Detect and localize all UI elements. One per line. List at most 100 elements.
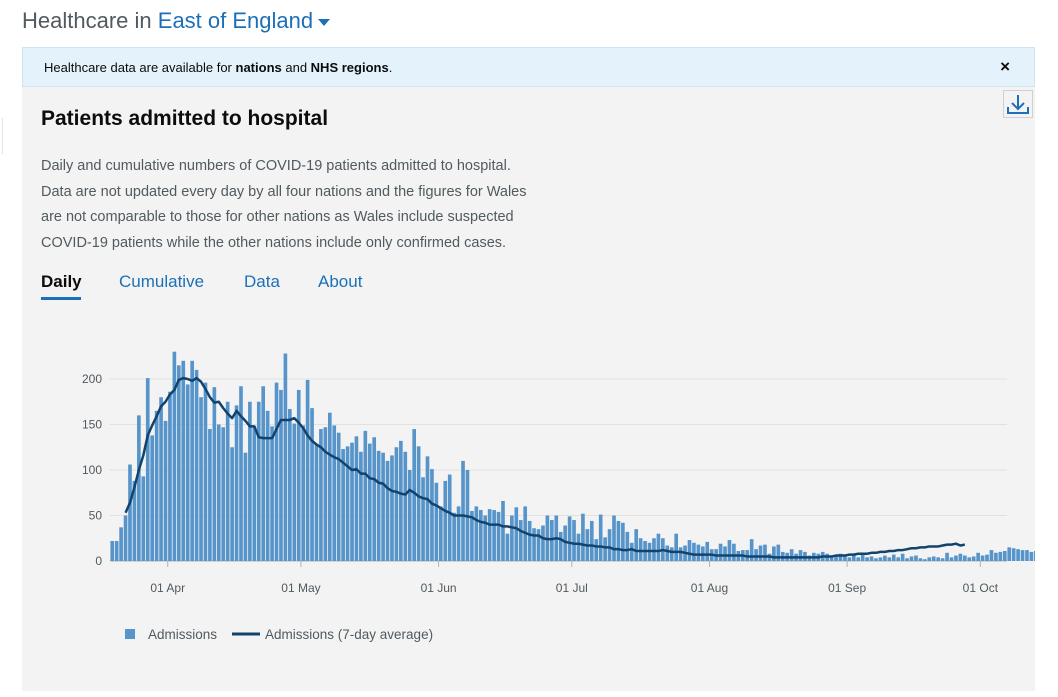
- admissions-bar: [283, 353, 288, 561]
- y-tick-label: 200: [82, 372, 102, 386]
- admissions-bar: [470, 510, 474, 561]
- admissions-bar: [749, 539, 754, 561]
- admissions-bar: [199, 397, 203, 561]
- admissions-bar: [367, 443, 372, 561]
- admissions-bar: [341, 449, 345, 561]
- admissions-bars: [110, 351, 1035, 561]
- tab-cumulative[interactable]: Cumulative: [119, 272, 205, 291]
- admissions-bar: [114, 540, 119, 561]
- admissions-bar: [483, 515, 488, 561]
- admissions-bar: [931, 556, 936, 561]
- admissions-bar: [314, 444, 319, 561]
- admissions-bar: [510, 515, 514, 561]
- x-tick-label: 01 Sep: [828, 581, 866, 595]
- admissions-bar: [1007, 547, 1012, 561]
- admissions-bar: [185, 384, 190, 561]
- admissions-bar: [447, 474, 452, 561]
- admissions-bar: [674, 533, 678, 561]
- admissions-bar: [976, 552, 980, 561]
- admissions-bar: [883, 555, 887, 561]
- admissions-bar: [403, 451, 408, 561]
- admissions-bar: [327, 412, 332, 561]
- admissions-bar: [394, 447, 399, 561]
- admissions-bar: [994, 552, 998, 561]
- admissions-bar: [137, 415, 141, 561]
- admissions-bar: [705, 541, 710, 561]
- admissions-bar: [430, 469, 434, 561]
- banner-text-before: Healthcare data are available for: [44, 60, 236, 75]
- tab-data[interactable]: Data: [244, 272, 280, 291]
- admissions-bar: [203, 382, 208, 561]
- admissions-bar: [434, 482, 439, 561]
- admissions-bar: [239, 386, 243, 561]
- admissions-bar: [865, 557, 869, 561]
- admissions-bar: [985, 554, 989, 561]
- admissions-bar: [128, 464, 132, 561]
- region-name[interactable]: East of England: [157, 8, 314, 33]
- admissions-bar: [954, 555, 958, 561]
- admissions-bar: [505, 533, 510, 561]
- admissions-bar: [723, 546, 727, 561]
- y-tick-label: 150: [82, 418, 102, 432]
- admissions-bar: [958, 553, 963, 561]
- admissions-bar: [652, 538, 656, 561]
- average-line-layer: [124, 376, 966, 559]
- y-tick-label: 0: [95, 554, 102, 568]
- admissions-bar: [971, 556, 976, 561]
- info-banner: Healthcare data are available for nation…: [22, 47, 1035, 87]
- admissions-bar: [110, 540, 115, 561]
- tab-about[interactable]: About: [318, 272, 363, 291]
- admissions-bar: [363, 430, 368, 561]
- admissions-bar: [527, 520, 532, 561]
- banner-nhs-regions: NHS regions: [310, 60, 389, 75]
- admissions-bar: [914, 555, 918, 561]
- admissions-bar: [336, 432, 341, 561]
- tab-daily[interactable]: Daily: [41, 272, 82, 291]
- banner-text-after: .: [388, 60, 393, 75]
- admissions-bar: [576, 533, 581, 561]
- admissions-bar: [518, 520, 523, 561]
- page-header: Healthcare in East of England: [22, 8, 331, 34]
- admissions-bar: [616, 520, 621, 561]
- admissions-bar: [625, 531, 630, 561]
- admissions-bar: [656, 533, 661, 561]
- admissions-bar: [563, 525, 567, 561]
- caret-down-icon[interactable]: [318, 18, 331, 26]
- x-tick-label: 01 Jul: [556, 581, 588, 595]
- admissions-bar: [905, 558, 909, 561]
- admissions-bar: [772, 546, 776, 561]
- left-edge-mark: [0, 118, 3, 154]
- admissions-bar: [732, 543, 736, 561]
- close-icon[interactable]: ×: [1000, 57, 1010, 76]
- admissions-bar: [456, 506, 461, 561]
- region-selector[interactable]: East of England: [157, 8, 331, 33]
- admissions-bar: [399, 440, 403, 561]
- admissions-bar: [172, 351, 177, 561]
- admissions-bar: [998, 551, 1003, 561]
- admissions-bar: [598, 514, 603, 561]
- admissions-bar: [474, 506, 479, 561]
- admissions-bar: [177, 365, 181, 561]
- admissions-bar: [687, 540, 692, 561]
- admissions-bar: [501, 500, 505, 561]
- admissions-bar: [1020, 550, 1025, 561]
- banner-nations: nations: [235, 60, 282, 75]
- x-tick-label: 01 May: [281, 581, 320, 595]
- admissions-bar: [190, 360, 194, 561]
- admissions-bar: [425, 456, 430, 561]
- download-icon[interactable]: [1003, 90, 1033, 118]
- admissions-bar: [607, 529, 612, 561]
- admissions-bar: [936, 557, 940, 561]
- admissions-bar: [270, 426, 274, 561]
- admissions-bar: [891, 554, 896, 561]
- admissions-average-line: [124, 376, 966, 559]
- admissions-bar: [390, 455, 394, 561]
- admissions-bar: [221, 427, 226, 561]
- admissions-bar: [154, 410, 159, 561]
- admissions-bar: [923, 559, 927, 561]
- admissions-bar: [621, 522, 625, 561]
- x-tick-label: 01 Oct: [963, 581, 999, 595]
- admissions-bar: [376, 450, 381, 561]
- admissions-bar: [252, 426, 257, 561]
- admissions-bar: [669, 547, 674, 561]
